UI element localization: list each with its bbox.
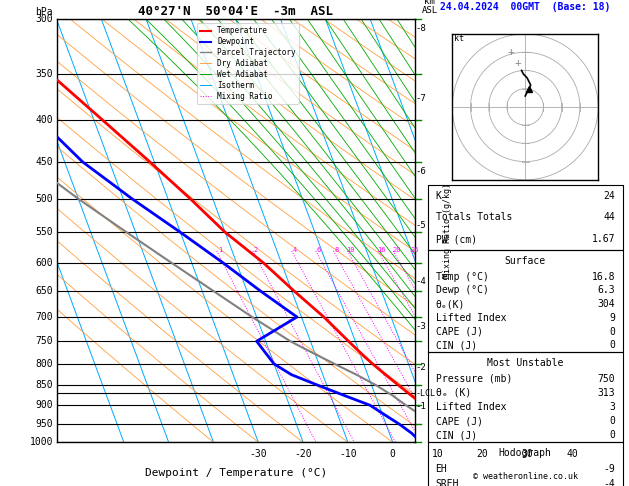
Text: 0: 0 (609, 327, 615, 337)
Text: 650: 650 (35, 286, 53, 296)
Text: CAPE (J): CAPE (J) (435, 327, 482, 337)
Text: 550: 550 (35, 227, 53, 237)
Text: 450: 450 (35, 157, 53, 167)
Text: 16: 16 (377, 247, 386, 253)
Text: -3: -3 (416, 322, 426, 331)
Text: 0: 0 (609, 416, 615, 426)
Text: Mixing Ratio (g/kg): Mixing Ratio (g/kg) (443, 183, 452, 278)
Text: 16.8: 16.8 (591, 272, 615, 281)
Text: 20: 20 (392, 247, 401, 253)
Text: 750: 750 (598, 374, 615, 384)
Text: 700: 700 (35, 312, 53, 322)
Text: 0: 0 (390, 449, 396, 459)
Text: -10: -10 (339, 449, 357, 459)
Text: 1: 1 (218, 247, 222, 253)
Text: +: + (507, 47, 514, 57)
Text: -1: -1 (416, 401, 426, 411)
Text: 500: 500 (35, 194, 53, 204)
Text: 6: 6 (317, 247, 321, 253)
Text: 40: 40 (566, 449, 578, 459)
Text: Temp (°C): Temp (°C) (435, 272, 488, 281)
Text: 304: 304 (598, 299, 615, 309)
Text: km
ASL: km ASL (421, 0, 438, 15)
Text: 44: 44 (603, 212, 615, 223)
Text: 400: 400 (35, 116, 53, 125)
Text: kt: kt (454, 35, 464, 43)
Text: -5: -5 (416, 221, 426, 230)
Text: -4: -4 (603, 480, 615, 486)
Text: 10: 10 (347, 247, 355, 253)
Text: 8: 8 (335, 247, 339, 253)
Text: 350: 350 (35, 69, 53, 79)
Text: Most Unstable: Most Unstable (487, 358, 564, 368)
Text: θₑ (K): θₑ (K) (435, 388, 470, 398)
Text: Lifted Index: Lifted Index (435, 402, 506, 412)
Text: Lifted Index: Lifted Index (435, 313, 506, 323)
Text: Dewpoint / Temperature (°C): Dewpoint / Temperature (°C) (145, 468, 327, 478)
Text: CIN (J): CIN (J) (435, 430, 477, 440)
Text: -8: -8 (416, 24, 426, 33)
Text: Totals Totals: Totals Totals (435, 212, 512, 223)
Text: 1.67: 1.67 (591, 234, 615, 244)
Text: -9: -9 (603, 464, 615, 474)
Text: 750: 750 (35, 336, 53, 346)
Text: 2: 2 (254, 247, 258, 253)
Text: 26: 26 (410, 247, 419, 253)
Text: SREH: SREH (435, 480, 459, 486)
Text: 6.3: 6.3 (598, 285, 615, 295)
Text: 0: 0 (609, 341, 615, 350)
Text: 20: 20 (477, 449, 488, 459)
Text: © weatheronline.co.uk: © weatheronline.co.uk (473, 472, 577, 481)
Text: 10: 10 (431, 449, 443, 459)
Text: 4: 4 (293, 247, 297, 253)
Text: 30: 30 (521, 449, 533, 459)
Text: -4: -4 (416, 277, 426, 286)
Text: -6: -6 (416, 167, 426, 175)
Text: 300: 300 (35, 15, 53, 24)
Text: Hodograph: Hodograph (499, 448, 552, 458)
Text: θₑ(K): θₑ(K) (435, 299, 465, 309)
Text: 0: 0 (609, 430, 615, 440)
Text: CAPE (J): CAPE (J) (435, 416, 482, 426)
Text: -LCL: -LCL (416, 389, 436, 398)
Text: Surface: Surface (504, 256, 546, 266)
Legend: Temperature, Dewpoint, Parcel Trajectory, Dry Adiabat, Wet Adiabat, Isotherm, Mi: Temperature, Dewpoint, Parcel Trajectory… (197, 23, 299, 104)
Text: 950: 950 (35, 419, 53, 429)
Text: -30: -30 (250, 449, 267, 459)
Title: 40°27'N  50°04'E  -3m  ASL: 40°27'N 50°04'E -3m ASL (138, 5, 333, 18)
Text: 1000: 1000 (30, 437, 53, 447)
Text: PW (cm): PW (cm) (435, 234, 477, 244)
Text: 900: 900 (35, 400, 53, 410)
Text: 800: 800 (35, 359, 53, 369)
Text: -20: -20 (294, 449, 312, 459)
Text: 24.04.2024  00GMT  (Base: 18): 24.04.2024 00GMT (Base: 18) (440, 2, 610, 13)
Text: -2: -2 (416, 363, 426, 372)
Text: 9: 9 (609, 313, 615, 323)
Text: EH: EH (435, 464, 447, 474)
Text: 600: 600 (35, 258, 53, 268)
Text: Pressure (mb): Pressure (mb) (435, 374, 512, 384)
Text: CIN (J): CIN (J) (435, 341, 477, 350)
Text: Dewp (°C): Dewp (°C) (435, 285, 488, 295)
Text: hPa: hPa (35, 7, 53, 17)
Text: K: K (435, 191, 442, 201)
Text: 850: 850 (35, 380, 53, 390)
Text: 24: 24 (603, 191, 615, 201)
Text: +: + (515, 58, 521, 68)
Text: 313: 313 (598, 388, 615, 398)
Text: -7: -7 (416, 94, 426, 103)
Text: 3: 3 (609, 402, 615, 412)
